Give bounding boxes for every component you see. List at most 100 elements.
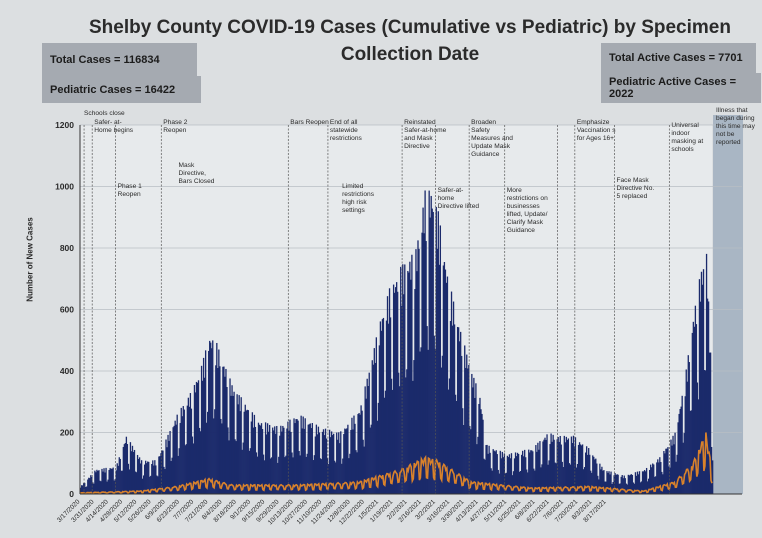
total-cases-bar <box>152 460 154 494</box>
total-cases-bar <box>383 397 386 494</box>
total-cases-bar <box>175 424 177 494</box>
total-cases-bar <box>476 444 478 494</box>
total-cases-bar <box>642 471 645 494</box>
total-cases-bar <box>317 426 320 494</box>
total-cases-bar <box>402 264 404 494</box>
total-cases-bar <box>364 386 366 494</box>
total-cases-bar <box>307 424 309 494</box>
total-cases-bar <box>442 265 445 494</box>
total-cases-bar <box>699 301 702 494</box>
total-cases-bar <box>276 425 278 494</box>
total-cases-bar <box>378 345 381 494</box>
total-cases-bar <box>692 321 695 494</box>
total-cases-bar <box>600 469 602 494</box>
total-cases-bar <box>696 382 699 494</box>
total-cases-bar <box>602 470 604 494</box>
total-cases-bar <box>545 439 547 494</box>
total-cases-bar <box>296 419 298 494</box>
total-cases-bar <box>590 470 592 494</box>
total-cases-bar <box>559 435 561 494</box>
total-cases-bar <box>437 211 439 494</box>
total-cases-bar <box>379 321 382 494</box>
total-cases-bar <box>468 365 470 494</box>
total-cases-bar <box>672 435 674 494</box>
total-cases-bar <box>179 422 181 494</box>
total-cases-bar <box>464 345 466 494</box>
total-cases-bar <box>615 474 617 494</box>
total-cases-bar <box>548 460 550 494</box>
total-active-box: Total Active Cases = 7701 <box>601 43 756 73</box>
total-cases-bar <box>673 444 675 494</box>
total-cases-bar <box>367 385 369 494</box>
total-cases-bar <box>168 440 170 494</box>
total-cases-bar <box>131 445 134 494</box>
total-cases-bar <box>407 270 409 494</box>
total-cases-bar <box>324 428 327 494</box>
total-cases-bar <box>369 427 371 494</box>
total-cases-bar <box>693 326 696 494</box>
total-cases-bar <box>624 478 626 494</box>
total-cases-bar <box>701 284 704 494</box>
total-cases-bar <box>630 474 633 494</box>
total-cases-bar <box>87 479 89 494</box>
total-cases-bar <box>148 461 150 494</box>
total-cases-bar <box>234 439 236 494</box>
total-cases-bar <box>373 348 375 494</box>
total-cases-bar <box>223 366 225 494</box>
total-cases-bar <box>221 423 223 494</box>
total-cases-bar <box>222 366 224 494</box>
total-cases-bar <box>185 444 187 494</box>
total-cases-bar <box>427 349 429 494</box>
total-cases-bar <box>566 439 569 494</box>
total-cases-bar <box>405 377 407 494</box>
total-cases-bar <box>609 474 611 494</box>
total-cases-bar <box>505 472 508 494</box>
total-cases-bar <box>267 431 270 494</box>
total-cases-bar <box>703 370 706 494</box>
total-cases-bar <box>177 455 179 494</box>
total-cases-bar <box>113 480 115 494</box>
total-cases-bar <box>153 465 155 494</box>
total-cases-bar <box>643 470 646 494</box>
total-cases-bar <box>244 404 246 494</box>
total-cases-bar <box>392 284 395 494</box>
total-cases-bar <box>343 434 345 494</box>
total-cases-bar <box>500 458 502 494</box>
total-cases-bar <box>220 418 222 494</box>
total-cases-bar <box>225 368 227 494</box>
total-cases-bar <box>478 403 480 494</box>
total-cases-bar <box>299 455 301 494</box>
total-cases-bar <box>281 431 283 494</box>
total-cases-bar <box>273 430 275 494</box>
total-cases-bar <box>581 444 584 494</box>
total-cases-bar <box>260 423 263 494</box>
total-cases-bar <box>404 264 406 494</box>
total-cases-bar <box>645 467 648 494</box>
total-cases-bar <box>283 427 285 494</box>
total-cases-bar <box>163 466 165 494</box>
total-cases-bar <box>618 483 620 494</box>
total-cases-bar <box>452 301 455 494</box>
total-cases-bar <box>570 436 573 494</box>
total-cases-box: Total Cases = 116834 <box>42 43 197 76</box>
total-cases-bar <box>313 455 316 494</box>
total-cases-bar <box>165 439 167 494</box>
total-cases-bar <box>593 456 595 494</box>
total-cases-bar <box>339 443 341 494</box>
total-cases-bar <box>274 426 276 494</box>
total-cases-bar <box>256 456 259 494</box>
total-cases-bar <box>449 320 452 494</box>
total-cases-bar <box>145 460 147 494</box>
total-cases-bar <box>448 378 451 494</box>
total-cases-bar <box>247 410 249 494</box>
total-cases-bar <box>662 474 664 494</box>
total-cases-bar <box>125 436 128 494</box>
total-cases-bar <box>457 327 460 494</box>
total-cases-bar <box>681 395 683 494</box>
total-cases-bar <box>454 394 457 494</box>
total-cases-bar <box>387 323 390 494</box>
total-cases-bar <box>190 408 193 494</box>
total-cases-bar <box>591 472 593 494</box>
unreported-period-band <box>713 115 744 494</box>
